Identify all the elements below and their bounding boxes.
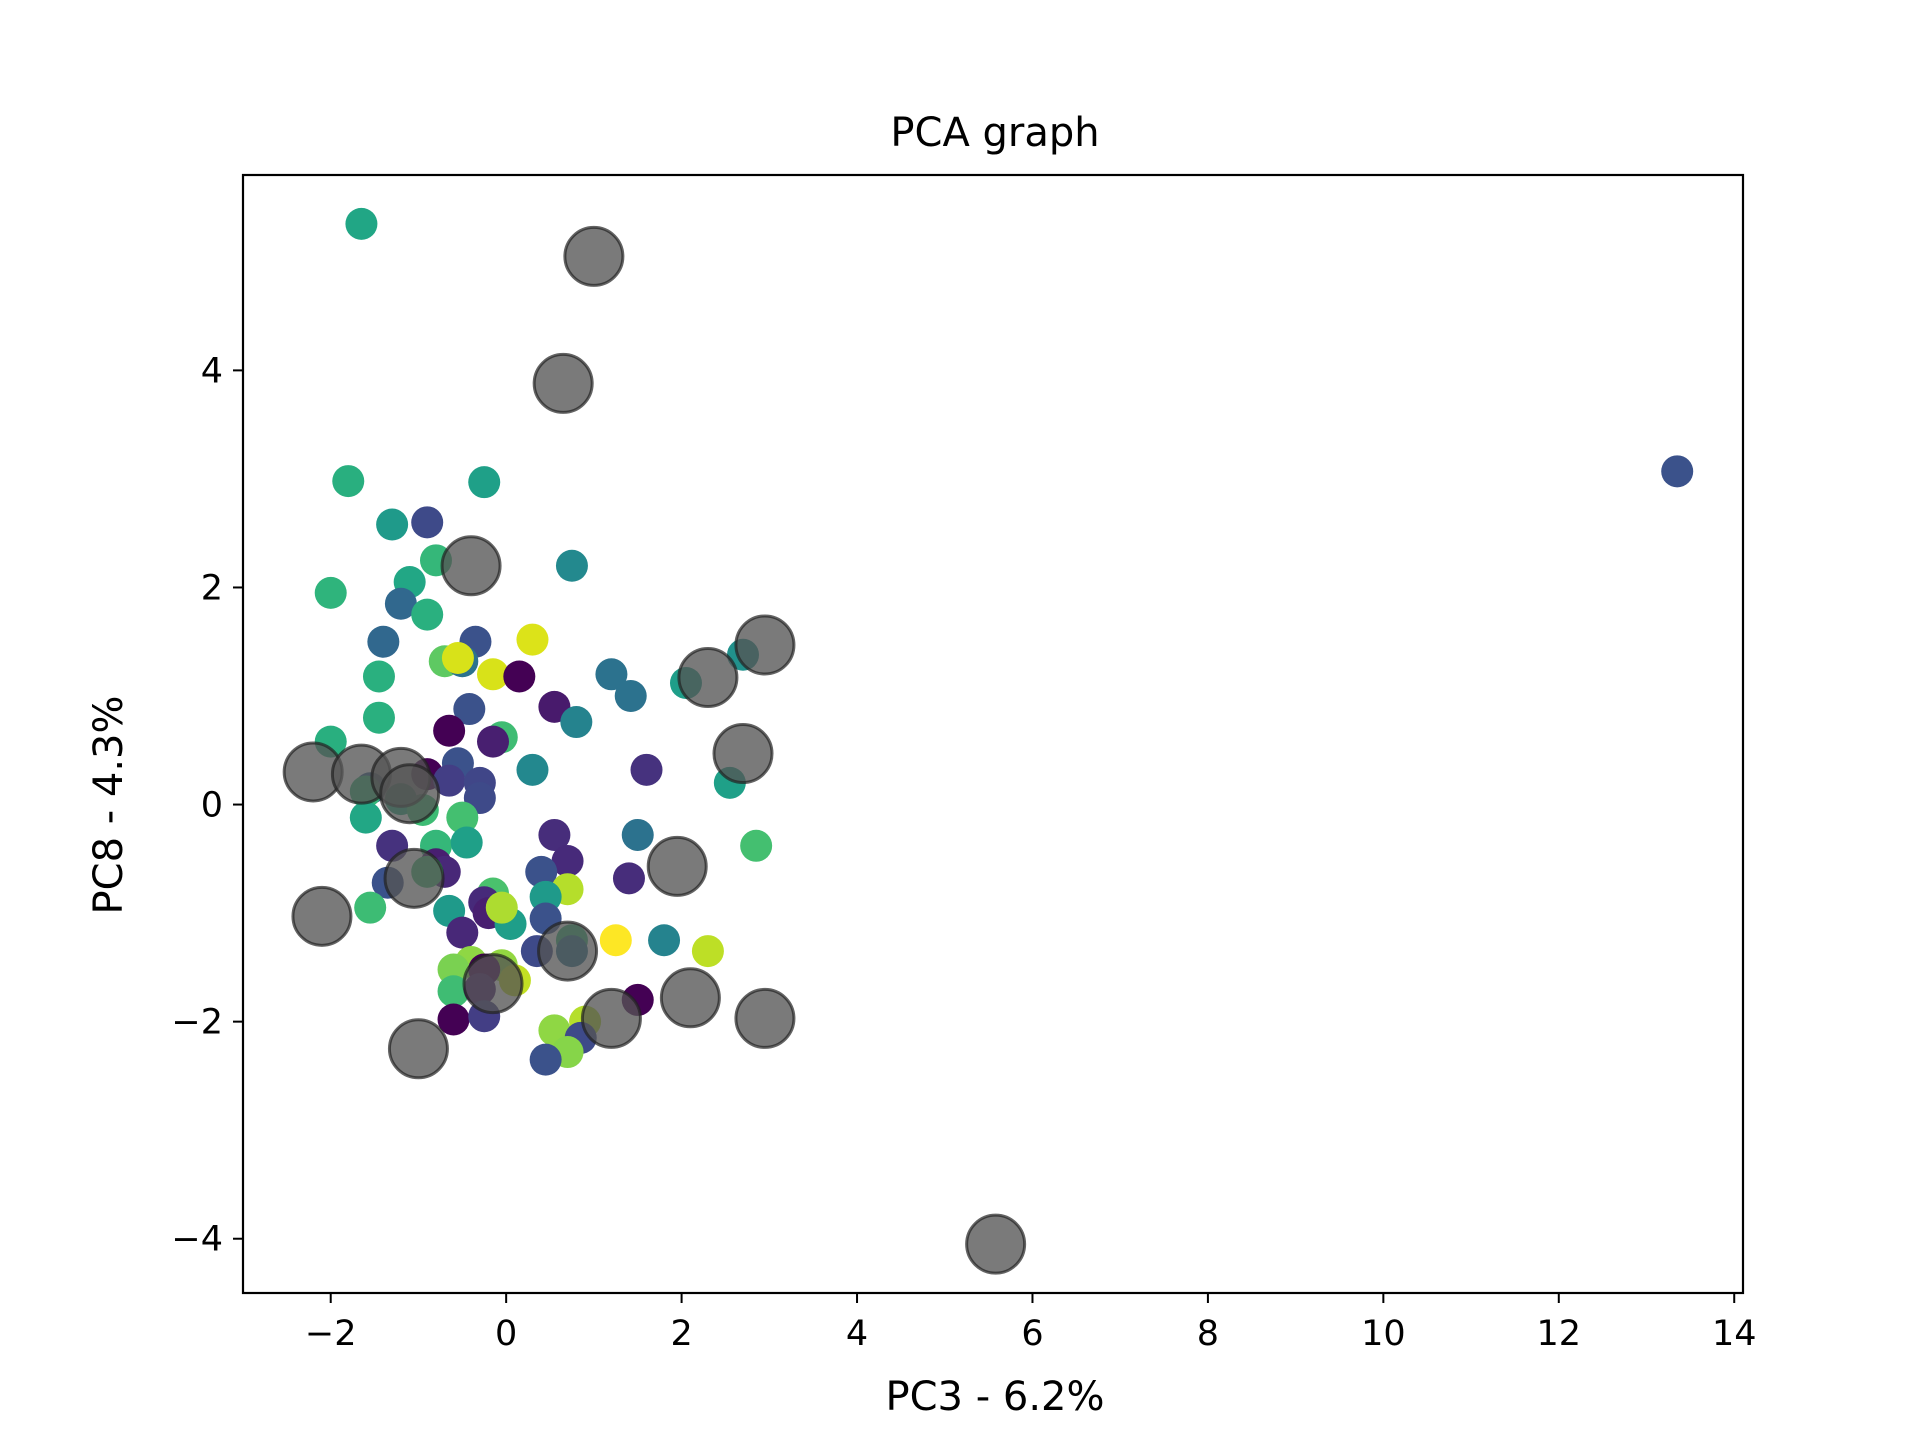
centroid-point	[440, 535, 502, 597]
data-point	[384, 587, 417, 620]
data-point	[314, 576, 347, 609]
data-point	[538, 818, 571, 851]
chart-title: PCA graph	[890, 110, 1099, 156]
centroid-point	[734, 987, 796, 1049]
data-point	[691, 935, 724, 968]
centroid-point	[532, 352, 594, 414]
centroid-point	[563, 225, 625, 287]
data-point	[612, 862, 645, 895]
data-point	[630, 753, 663, 786]
data-point	[433, 764, 466, 797]
data-point	[555, 549, 588, 582]
data-point	[516, 753, 549, 786]
data-point	[411, 506, 444, 539]
data-point	[529, 1043, 562, 1076]
data-point	[437, 975, 470, 1008]
data-point	[349, 801, 382, 834]
centroid-point	[291, 885, 353, 947]
y-tick-label: 2	[201, 568, 223, 608]
x-tick-label: −2	[305, 1314, 357, 1354]
x-tick-label: 12	[1537, 1314, 1582, 1354]
data-points	[282, 207, 1694, 1275]
data-point	[595, 658, 628, 691]
axes-frame	[241, 173, 1745, 1295]
data-point	[433, 714, 466, 747]
data-point	[525, 855, 558, 888]
data-point	[740, 829, 773, 862]
centroid-point	[537, 920, 599, 982]
data-point	[485, 891, 518, 924]
centroid-point	[734, 614, 796, 676]
data-point	[362, 701, 395, 734]
data-point	[503, 660, 536, 693]
x-tick-label: 14	[1712, 1314, 1757, 1354]
data-point	[648, 924, 681, 957]
centroid-point	[383, 847, 445, 909]
data-point	[450, 826, 483, 859]
y-tick-label: −2	[171, 1003, 223, 1043]
data-point	[411, 598, 444, 631]
data-point	[477, 658, 509, 691]
x-axis-label: PC3 - 6.2%	[886, 1374, 1105, 1420]
data-point	[453, 693, 486, 726]
data-point	[551, 844, 584, 877]
x-tick-label: 2	[670, 1314, 692, 1354]
data-point	[441, 642, 474, 675]
x-tick-label: 4	[846, 1314, 868, 1354]
y-tick-label: 0	[201, 786, 223, 826]
x-tick-label: 8	[1197, 1314, 1219, 1354]
centroid-point	[677, 647, 739, 709]
x-tick-label: 6	[1021, 1314, 1043, 1354]
centroid-point	[387, 1018, 449, 1080]
centroid-point	[659, 967, 721, 1029]
x-tick-label: 0	[495, 1314, 517, 1354]
data-point	[614, 680, 647, 713]
data-point	[446, 916, 479, 949]
data-point	[621, 818, 654, 851]
data-point	[437, 1003, 470, 1036]
data-point	[560, 706, 593, 739]
centroid-point	[646, 835, 708, 897]
data-point	[362, 660, 395, 693]
data-point	[345, 207, 378, 240]
data-point	[446, 801, 479, 834]
plot-area: −2 0 2 4 6 8 10 12 14 −4 −2 0 2 4	[171, 173, 1757, 1354]
centroid-point	[712, 723, 774, 785]
centroid-point	[379, 763, 441, 825]
data-point	[367, 625, 400, 658]
y-tick-label: 4	[201, 351, 223, 391]
data-point	[376, 508, 409, 541]
data-point	[1661, 455, 1694, 488]
centroid-point	[580, 987, 642, 1049]
x-tick-label: 10	[1361, 1314, 1406, 1354]
data-point	[477, 725, 509, 758]
data-point	[516, 623, 549, 656]
data-point	[599, 924, 632, 957]
data-point	[332, 465, 365, 498]
centroid-point	[965, 1213, 1027, 1275]
y-axis-label: PC8 - 4.3%	[86, 696, 132, 915]
y-tick-label: −4	[171, 1220, 223, 1260]
data-point	[468, 466, 501, 499]
centroid-point	[462, 953, 524, 1015]
data-point	[354, 891, 387, 924]
